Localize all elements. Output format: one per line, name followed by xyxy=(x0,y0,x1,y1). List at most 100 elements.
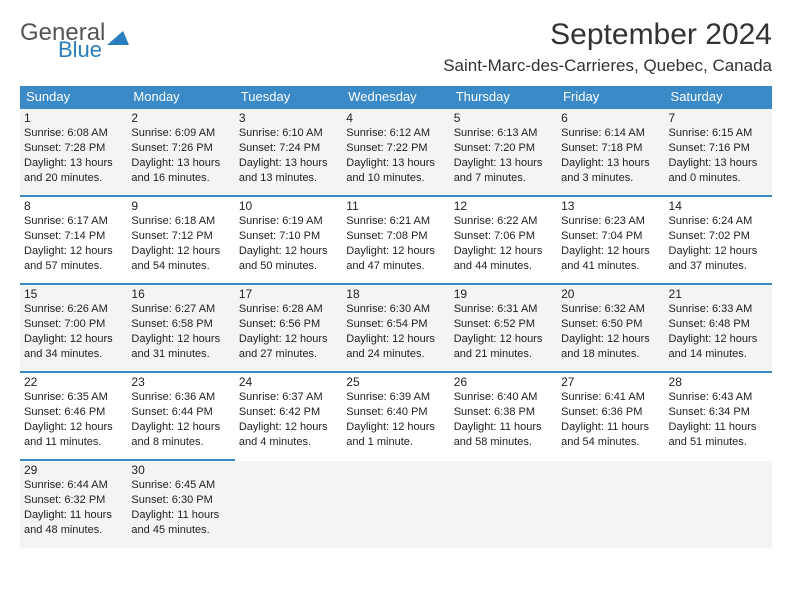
header: General Blue September 2024 Saint-Marc-d… xyxy=(20,18,772,76)
calendar-cell xyxy=(342,460,449,548)
daylight-line: Daylight: 11 hours and 51 minutes. xyxy=(669,420,768,450)
daylight-line: Daylight: 12 hours and 14 minutes. xyxy=(669,332,768,362)
calendar-cell: 18Sunrise: 6:30 AMSunset: 6:54 PMDayligh… xyxy=(342,284,449,372)
sunset-line: Sunset: 7:00 PM xyxy=(24,317,123,332)
daylight-line: Daylight: 12 hours and 11 minutes. xyxy=(24,420,123,450)
daylight-line: Daylight: 13 hours and 0 minutes. xyxy=(669,156,768,186)
sunrise-line: Sunrise: 6:08 AM xyxy=(24,126,123,141)
daylight-line: Daylight: 12 hours and 24 minutes. xyxy=(346,332,445,362)
sunset-line: Sunset: 6:48 PM xyxy=(669,317,768,332)
daylight-line: Daylight: 12 hours and 1 minute. xyxy=(346,420,445,450)
daylight-line: Daylight: 12 hours and 47 minutes. xyxy=(346,244,445,274)
sunset-line: Sunset: 7:16 PM xyxy=(669,141,768,156)
sunset-line: Sunset: 7:20 PM xyxy=(454,141,553,156)
sunrise-line: Sunrise: 6:14 AM xyxy=(561,126,660,141)
sunrise-line: Sunrise: 6:09 AM xyxy=(131,126,230,141)
daylight-line: Daylight: 11 hours and 54 minutes. xyxy=(561,420,660,450)
weekday-thursday: Thursday xyxy=(450,86,557,108)
calendar-cell: 1Sunrise: 6:08 AMSunset: 7:28 PMDaylight… xyxy=(20,108,127,196)
sunrise-line: Sunrise: 6:40 AM xyxy=(454,390,553,405)
calendar-cell: 28Sunrise: 6:43 AMSunset: 6:34 PMDayligh… xyxy=(665,372,772,460)
daylight-line: Daylight: 12 hours and 31 minutes. xyxy=(131,332,230,362)
daylight-line: Daylight: 11 hours and 58 minutes. xyxy=(454,420,553,450)
sunrise-line: Sunrise: 6:28 AM xyxy=(239,302,338,317)
daylight-line: Daylight: 12 hours and 18 minutes. xyxy=(561,332,660,362)
day-number: 16 xyxy=(131,287,230,301)
sunrise-line: Sunrise: 6:19 AM xyxy=(239,214,338,229)
sunrise-line: Sunrise: 6:22 AM xyxy=(454,214,553,229)
sunset-line: Sunset: 7:02 PM xyxy=(669,229,768,244)
calendar-cell: 29Sunrise: 6:44 AMSunset: 6:32 PMDayligh… xyxy=(20,460,127,548)
sunset-line: Sunset: 7:10 PM xyxy=(239,229,338,244)
calendar-cell: 6Sunrise: 6:14 AMSunset: 7:18 PMDaylight… xyxy=(557,108,664,196)
sunrise-line: Sunrise: 6:21 AM xyxy=(346,214,445,229)
day-number: 9 xyxy=(131,199,230,213)
sunset-line: Sunset: 7:22 PM xyxy=(346,141,445,156)
day-number: 29 xyxy=(24,463,123,477)
daylight-line: Daylight: 13 hours and 13 minutes. xyxy=(239,156,338,186)
sunset-line: Sunset: 7:04 PM xyxy=(561,229,660,244)
sunrise-line: Sunrise: 6:12 AM xyxy=(346,126,445,141)
day-number: 19 xyxy=(454,287,553,301)
daylight-line: Daylight: 12 hours and 21 minutes. xyxy=(454,332,553,362)
sunset-line: Sunset: 6:44 PM xyxy=(131,405,230,420)
daylight-line: Daylight: 12 hours and 54 minutes. xyxy=(131,244,230,274)
sunset-line: Sunset: 6:32 PM xyxy=(24,493,123,508)
day-number: 2 xyxy=(131,111,230,125)
sunset-line: Sunset: 6:56 PM xyxy=(239,317,338,332)
day-number: 3 xyxy=(239,111,338,125)
sunrise-line: Sunrise: 6:13 AM xyxy=(454,126,553,141)
calendar-cell: 11Sunrise: 6:21 AMSunset: 7:08 PMDayligh… xyxy=(342,196,449,284)
calendar-cell: 30Sunrise: 6:45 AMSunset: 6:30 PMDayligh… xyxy=(127,460,234,548)
weekday-tuesday: Tuesday xyxy=(235,86,342,108)
daylight-line: Daylight: 12 hours and 27 minutes. xyxy=(239,332,338,362)
sunset-line: Sunset: 7:12 PM xyxy=(131,229,230,244)
sunrise-line: Sunrise: 6:39 AM xyxy=(346,390,445,405)
daylight-line: Daylight: 12 hours and 57 minutes. xyxy=(24,244,123,274)
sunset-line: Sunset: 7:14 PM xyxy=(24,229,123,244)
calendar-cell: 8Sunrise: 6:17 AMSunset: 7:14 PMDaylight… xyxy=(20,196,127,284)
sunset-line: Sunset: 7:28 PM xyxy=(24,141,123,156)
sunset-line: Sunset: 6:38 PM xyxy=(454,405,553,420)
daylight-line: Daylight: 13 hours and 20 minutes. xyxy=(24,156,123,186)
day-number: 27 xyxy=(561,375,660,389)
month-title: September 2024 xyxy=(443,18,772,52)
sunset-line: Sunset: 6:50 PM xyxy=(561,317,660,332)
sunrise-line: Sunrise: 6:18 AM xyxy=(131,214,230,229)
day-number: 1 xyxy=(24,111,123,125)
daylight-line: Daylight: 12 hours and 34 minutes. xyxy=(24,332,123,362)
day-number: 8 xyxy=(24,199,123,213)
weekday-wednesday: Wednesday xyxy=(342,86,449,108)
day-number: 6 xyxy=(561,111,660,125)
sunrise-line: Sunrise: 6:43 AM xyxy=(669,390,768,405)
daylight-line: Daylight: 13 hours and 7 minutes. xyxy=(454,156,553,186)
sunrise-line: Sunrise: 6:27 AM xyxy=(131,302,230,317)
sunset-line: Sunset: 7:18 PM xyxy=(561,141,660,156)
location: Saint-Marc-des-Carrieres, Quebec, Canada xyxy=(443,56,772,76)
day-number: 11 xyxy=(346,199,445,213)
calendar-cell: 16Sunrise: 6:27 AMSunset: 6:58 PMDayligh… xyxy=(127,284,234,372)
day-number: 14 xyxy=(669,199,768,213)
calendar-table: SundayMondayTuesdayWednesdayThursdayFrid… xyxy=(20,86,772,548)
sunset-line: Sunset: 6:52 PM xyxy=(454,317,553,332)
logo-triangle-icon xyxy=(107,29,129,52)
sunset-line: Sunset: 7:24 PM xyxy=(239,141,338,156)
sunrise-line: Sunrise: 6:15 AM xyxy=(669,126,768,141)
day-number: 17 xyxy=(239,287,338,301)
calendar-cell: 4Sunrise: 6:12 AMSunset: 7:22 PMDaylight… xyxy=(342,108,449,196)
sunrise-line: Sunrise: 6:30 AM xyxy=(346,302,445,317)
day-number: 13 xyxy=(561,199,660,213)
sunrise-line: Sunrise: 6:32 AM xyxy=(561,302,660,317)
daylight-line: Daylight: 11 hours and 45 minutes. xyxy=(131,508,230,538)
sunset-line: Sunset: 6:30 PM xyxy=(131,493,230,508)
daylight-line: Daylight: 13 hours and 10 minutes. xyxy=(346,156,445,186)
sunset-line: Sunset: 6:40 PM xyxy=(346,405,445,420)
weekday-sunday: Sunday xyxy=(20,86,127,108)
calendar-cell: 7Sunrise: 6:15 AMSunset: 7:16 PMDaylight… xyxy=(665,108,772,196)
sunset-line: Sunset: 7:06 PM xyxy=(454,229,553,244)
day-number: 28 xyxy=(669,375,768,389)
logo-word2: Blue xyxy=(20,40,105,60)
daylight-line: Daylight: 12 hours and 44 minutes. xyxy=(454,244,553,274)
day-number: 7 xyxy=(669,111,768,125)
day-number: 15 xyxy=(24,287,123,301)
